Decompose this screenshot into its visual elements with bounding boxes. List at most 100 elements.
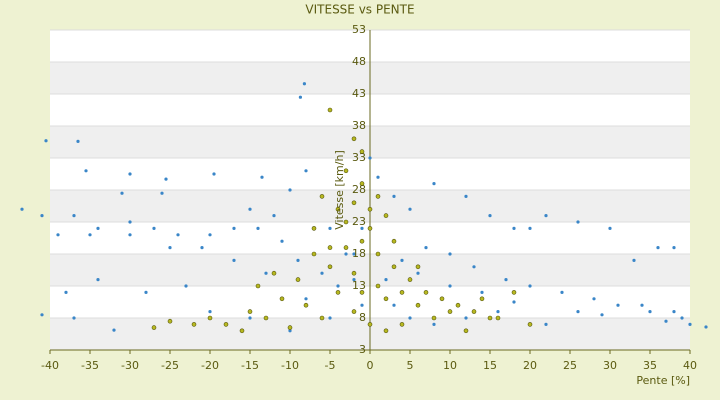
point xyxy=(360,303,364,307)
point xyxy=(212,172,216,176)
point xyxy=(128,220,132,224)
x-tick-label: 5 xyxy=(407,359,414,372)
point xyxy=(576,310,580,314)
point xyxy=(383,213,389,218)
point xyxy=(256,226,260,230)
point xyxy=(344,252,348,256)
point xyxy=(343,219,349,225)
point xyxy=(383,328,389,334)
point xyxy=(247,309,253,314)
point xyxy=(496,310,500,314)
point xyxy=(280,239,284,243)
point xyxy=(616,303,620,307)
point xyxy=(544,322,548,326)
point xyxy=(84,169,88,173)
point xyxy=(72,316,76,320)
point xyxy=(464,316,468,320)
point xyxy=(303,302,309,308)
x-tick-label: -25 xyxy=(161,359,179,372)
point xyxy=(320,271,324,275)
point xyxy=(40,214,44,218)
x-axis-label: Pente [%] xyxy=(636,374,690,387)
y-tick-label: 13 xyxy=(352,279,366,292)
point xyxy=(464,194,468,198)
point xyxy=(40,313,44,317)
point xyxy=(208,310,212,314)
x-tick-label: -15 xyxy=(241,359,259,372)
point xyxy=(264,271,268,275)
y-tick-label: 38 xyxy=(352,119,366,132)
y-tick-label: 28 xyxy=(352,183,366,196)
x-tick-label: -10 xyxy=(281,359,299,372)
point xyxy=(375,194,381,199)
point xyxy=(328,226,332,230)
point xyxy=(76,139,80,143)
point xyxy=(223,322,229,327)
point xyxy=(391,238,397,244)
point xyxy=(128,233,132,237)
point xyxy=(272,214,276,218)
point xyxy=(351,309,357,314)
point xyxy=(248,316,252,320)
point xyxy=(167,318,173,324)
point xyxy=(367,322,373,327)
point xyxy=(383,296,389,302)
point xyxy=(239,328,245,334)
point xyxy=(527,322,533,327)
point xyxy=(391,264,397,270)
x-tick-label: 15 xyxy=(483,359,497,372)
point xyxy=(392,303,396,307)
point xyxy=(487,315,493,321)
point xyxy=(415,302,421,308)
point xyxy=(191,322,197,327)
point xyxy=(168,246,172,250)
point xyxy=(44,139,48,143)
y-axis-label: Vitesse [km/h] xyxy=(333,150,346,230)
point xyxy=(576,220,580,224)
point xyxy=(72,214,76,218)
point xyxy=(56,233,60,237)
x-tick-label: 30 xyxy=(603,359,617,372)
point xyxy=(448,284,452,288)
point xyxy=(408,316,412,320)
y-tick-label: 33 xyxy=(352,151,366,164)
point xyxy=(351,200,357,206)
point xyxy=(528,284,532,288)
x-tick-label: -30 xyxy=(121,359,139,372)
point xyxy=(260,175,264,179)
point xyxy=(327,245,333,250)
point xyxy=(96,278,100,282)
point xyxy=(298,95,302,99)
point xyxy=(415,264,421,270)
point xyxy=(463,328,469,334)
point xyxy=(424,246,428,250)
x-tick-label: -35 xyxy=(81,359,99,372)
point xyxy=(431,315,437,321)
point xyxy=(416,271,420,275)
point xyxy=(640,303,644,307)
point xyxy=(495,315,501,321)
point xyxy=(232,258,236,262)
y-tick-label: 8 xyxy=(359,311,366,324)
y-tick-label: 23 xyxy=(352,215,366,228)
point xyxy=(176,233,180,237)
x-tick-label: 10 xyxy=(443,359,457,372)
point xyxy=(399,290,405,295)
point xyxy=(664,319,668,323)
point xyxy=(408,207,412,211)
x-tick-label: 25 xyxy=(563,359,577,372)
point xyxy=(128,172,132,176)
point xyxy=(479,296,485,302)
x-tick-label: -5 xyxy=(325,359,336,372)
point xyxy=(207,315,213,321)
point xyxy=(704,325,708,329)
point xyxy=(447,309,453,314)
point xyxy=(295,277,301,282)
point xyxy=(304,169,308,173)
point xyxy=(255,283,261,289)
y-tick-label: 48 xyxy=(352,55,366,68)
point xyxy=(384,278,388,282)
point xyxy=(423,290,429,295)
point xyxy=(64,290,68,294)
y-tick-label: 43 xyxy=(352,87,366,100)
